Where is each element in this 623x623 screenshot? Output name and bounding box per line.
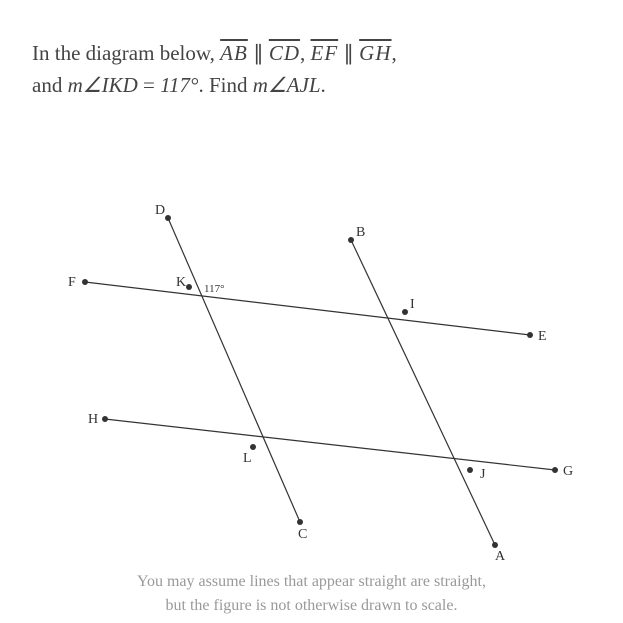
line-DC [168,218,300,522]
label-I: I [410,297,415,312]
point-K [186,284,192,290]
line-BA [351,240,495,545]
angle-label-117: 117° [204,283,225,295]
segment-ef: EF [311,41,339,65]
point-E [527,332,533,338]
problem-statement: In the diagram below, AB ∥ CD, EF ∥ GH, … [32,38,591,101]
geometry-diagram: D B F K I E H L J G C A 117° [40,160,583,570]
segment-cd: CD [269,41,300,65]
segment-ab: AB [220,41,248,65]
segment-gh: GH [359,41,391,65]
point-H [102,416,108,422]
equals: = [138,73,160,97]
label-F: F [68,275,76,290]
label-K: K [176,275,186,290]
diagram-caption: You may assume lines that appear straigh… [0,570,623,618]
label-D: D [155,203,165,218]
point-D [165,215,171,221]
find-prefix: . Find [198,73,252,97]
point-A [492,542,498,548]
point-J [467,467,473,473]
label-E: E [538,329,547,344]
point-F [82,279,88,285]
angle-given-name: IKD [102,73,138,97]
label-A: A [495,549,506,564]
caption-line1: You may assume lines that appear straigh… [137,573,486,590]
line-FE [85,282,530,335]
angle-given-prefix: m∠ [68,73,102,97]
label-H: H [88,412,98,427]
text-prefix: In the diagram below, [32,41,220,65]
point-L [250,444,256,450]
period: . [321,73,326,97]
parallel-2: ∥ [338,41,359,65]
caption-line2: but the figure is not otherwise drawn to… [166,597,458,614]
point-C [297,519,303,525]
label-L: L [243,451,252,466]
point-I [402,309,408,315]
comma-2: , [392,41,397,65]
label-J: J [480,467,486,482]
line-HG [105,419,555,470]
angle-given-value: 117° [160,73,198,97]
angle-find-name: AJL [287,73,321,97]
angle-find-prefix: m∠ [253,73,287,97]
point-G [552,467,558,473]
parallel-1: ∥ [248,41,269,65]
label-C: C [298,527,307,542]
comma-1: , [300,41,311,65]
point-B [348,237,354,243]
text-and: and [32,73,68,97]
label-B: B [356,225,365,240]
label-G: G [563,464,573,479]
